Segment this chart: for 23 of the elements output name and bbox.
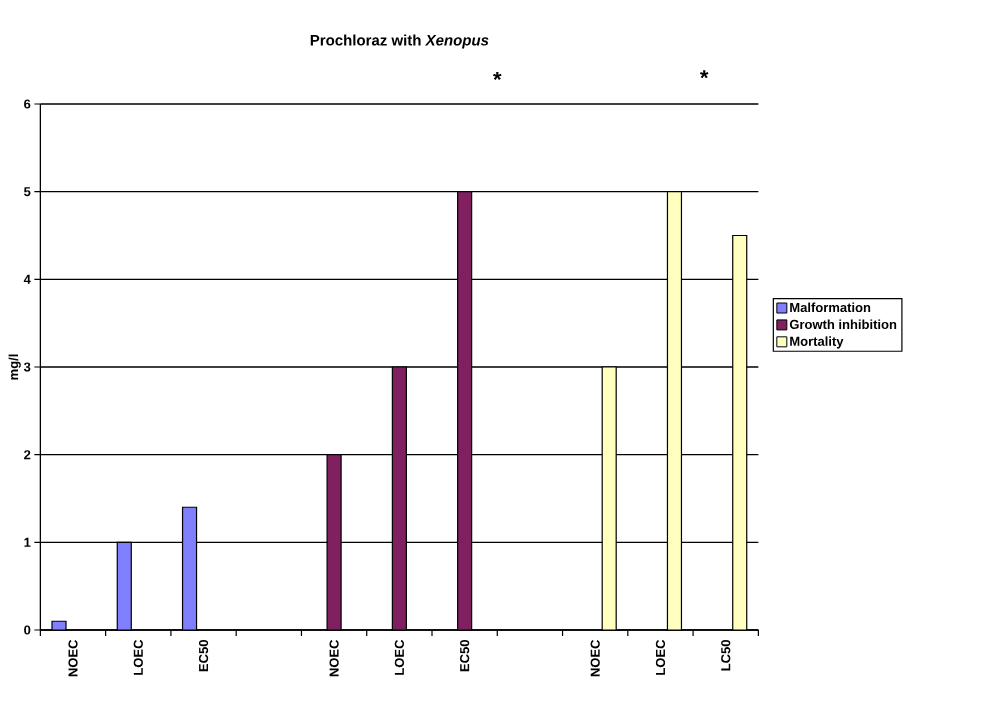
x-tick-label: NOEC: [68, 639, 78, 677]
x-tick-label: LC50: [721, 640, 731, 671]
text: *: [699, 70, 709, 79]
x-tick-label: NOEC: [329, 639, 339, 677]
y-tick-label: 5: [24, 187, 31, 197]
y-tick-label: 3: [23, 362, 31, 372]
legend-label: Growth inhibition: [789, 319, 897, 330]
x-tick-label: LOEC: [655, 639, 666, 675]
y-tick-label: 4: [23, 274, 31, 284]
y-tick-label: 0: [24, 625, 31, 635]
x-tick-label: EC50: [460, 640, 470, 672]
y-axis-title: mg/l: [8, 354, 21, 380]
legend-label: Mortality: [790, 336, 844, 349]
y-tick-label: 6: [24, 99, 31, 109]
y-tick-label: 2: [24, 450, 31, 460]
x-tick-label: LOEC: [133, 639, 143, 675]
text: *: [493, 71, 502, 81]
y-tick-label: 1: [24, 537, 31, 547]
x-tick-label: LOEC: [394, 639, 404, 675]
legend-label: Malformation: [790, 302, 871, 313]
chart-title: Prochloraz with Xenopus: [310, 34, 489, 49]
x-tick-label: NOEC: [590, 639, 600, 677]
x-tick-label: EC50: [198, 640, 209, 672]
